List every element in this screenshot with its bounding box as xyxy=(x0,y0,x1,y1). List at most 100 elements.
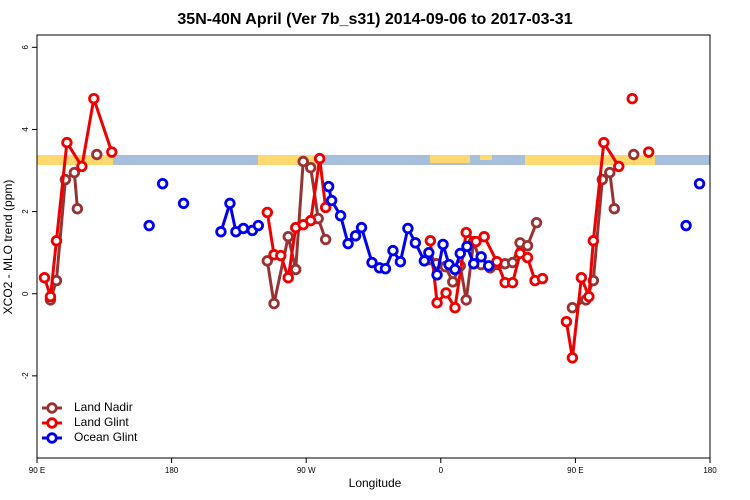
data-point xyxy=(608,203,620,215)
data-point xyxy=(478,230,490,243)
data-point xyxy=(71,203,84,215)
data-point xyxy=(447,276,459,288)
data-point xyxy=(282,272,294,284)
data-point xyxy=(626,92,638,105)
data-point xyxy=(224,197,236,210)
plot-frame xyxy=(36,34,711,459)
land-band xyxy=(37,155,113,165)
land-ocean-strip xyxy=(37,155,710,165)
legend-marker xyxy=(46,402,58,414)
data-point xyxy=(449,263,461,276)
legend-label: Land Glint xyxy=(74,415,129,429)
data-point xyxy=(290,263,302,276)
data-point xyxy=(394,255,407,268)
data-point xyxy=(313,152,326,165)
y-axis-label: XCO2 - MLO trend (ppm) xyxy=(1,180,15,315)
data-point xyxy=(566,352,579,364)
legend-marker xyxy=(46,432,58,444)
data-point xyxy=(106,146,118,158)
data-point xyxy=(693,177,706,190)
ocean-band xyxy=(37,155,710,165)
data-point xyxy=(468,258,480,270)
data-point xyxy=(297,155,309,168)
data-point xyxy=(587,235,600,247)
y-tick-label: 6 xyxy=(21,45,30,50)
data-point xyxy=(76,160,88,173)
data-point xyxy=(282,230,294,243)
data-point xyxy=(156,177,169,190)
data-point xyxy=(560,315,573,328)
data-point xyxy=(38,272,51,284)
data-point xyxy=(506,256,519,269)
data-point xyxy=(319,233,332,246)
data-point xyxy=(482,260,495,272)
data-point xyxy=(304,214,317,227)
data-point xyxy=(268,297,280,310)
data-point xyxy=(143,219,155,232)
data-point xyxy=(424,235,437,247)
legend-label: Land Nadir xyxy=(74,400,133,414)
data-point xyxy=(61,136,73,149)
x-tick-label: 180 xyxy=(165,466,179,475)
data-point xyxy=(613,160,625,173)
data-point xyxy=(461,240,473,253)
data-point xyxy=(431,297,443,309)
data-point xyxy=(261,206,274,219)
data-point xyxy=(88,92,100,105)
data-point xyxy=(598,136,610,149)
data-point xyxy=(402,222,414,235)
data-point xyxy=(275,249,287,262)
data-point xyxy=(68,166,81,179)
data-point xyxy=(252,219,265,232)
data-point xyxy=(237,222,250,235)
data-point xyxy=(642,146,655,158)
land-band xyxy=(258,155,318,165)
data-point xyxy=(440,287,452,299)
data-point xyxy=(334,209,347,222)
x-tick-label: 90 E xyxy=(29,466,45,475)
data-point xyxy=(349,230,362,242)
data-point xyxy=(366,256,378,269)
data-point xyxy=(304,161,317,174)
land-band xyxy=(480,155,492,160)
x-tick-label: 0 xyxy=(439,466,444,475)
data-point xyxy=(566,301,579,314)
data-point xyxy=(575,272,588,284)
y-tick-label: -2 xyxy=(21,372,30,380)
x-tick-label: 180 xyxy=(703,466,717,475)
y-tick-label: 4 xyxy=(21,127,30,132)
data-point xyxy=(409,237,422,249)
chart-title: 35N-40N April (Ver 7b_s31) 2014-09-06 to… xyxy=(177,11,572,28)
data-point xyxy=(475,251,487,263)
data-point xyxy=(460,226,472,239)
series-line xyxy=(45,99,649,358)
data-point xyxy=(44,290,57,303)
data-point xyxy=(521,239,534,252)
data-point xyxy=(449,301,461,314)
data-point xyxy=(325,194,338,207)
data-point xyxy=(460,294,472,306)
x-tick-label: 90 W xyxy=(297,466,316,475)
data-point xyxy=(177,197,190,210)
data-point xyxy=(342,237,354,250)
data-point xyxy=(583,290,595,303)
land-band xyxy=(430,155,470,163)
legend-label: Ocean Glint xyxy=(74,430,138,444)
data-point xyxy=(437,238,449,251)
x-axis-label: Longitude xyxy=(349,476,402,490)
data-point xyxy=(261,255,274,267)
data-point xyxy=(322,180,335,193)
data-point xyxy=(355,221,368,234)
data-point xyxy=(319,201,332,214)
data-point xyxy=(387,244,399,257)
data-point xyxy=(506,276,519,289)
data-point xyxy=(215,226,227,238)
data-point xyxy=(470,235,482,248)
data-point xyxy=(604,166,616,179)
data-point xyxy=(680,219,692,232)
data-point xyxy=(521,251,534,264)
data-point xyxy=(530,216,543,229)
data-point xyxy=(418,255,431,267)
